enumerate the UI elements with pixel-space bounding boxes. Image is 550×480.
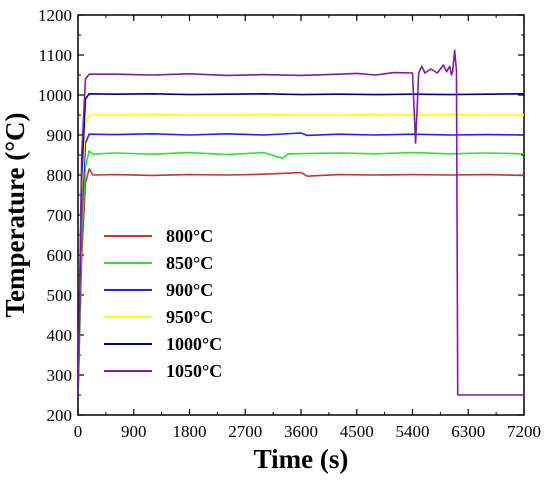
legend-label: 1000°C: [166, 334, 222, 354]
y-tick-label: 200: [47, 406, 73, 425]
series-line-1: [78, 168, 524, 396]
x-tick-label: 2700: [228, 422, 262, 441]
y-axis-title: Temperature (°C): [0, 112, 30, 317]
x-tick-label: 5400: [396, 422, 430, 441]
y-tick-label: 400: [47, 326, 73, 345]
legend-label: 950°C: [166, 307, 213, 327]
series-line-4: [78, 113, 524, 396]
legend-label: 1050°C: [166, 361, 222, 381]
x-axis-ticks: 0 900 1800 2700 3600 4500 5400 6300 7200: [74, 15, 541, 441]
x-axis-title: Time (s): [254, 444, 349, 474]
y-tick-label: 900: [47, 126, 73, 145]
series-line-2: [78, 150, 524, 396]
y-tick-label: 700: [47, 206, 73, 225]
legend-label: 850°C: [166, 253, 213, 273]
legend: 800°C 850°C 900°C 950°C 1000°C 1050°C: [104, 226, 222, 381]
series-line-5: [78, 93, 524, 396]
x-tick-label: 1800: [173, 422, 207, 441]
y-tick-label: 1000: [38, 86, 72, 105]
y-tick-label: 1200: [38, 6, 72, 25]
x-tick-label: 4500: [340, 422, 374, 441]
y-axis-ticks: 200 300 400 500 600 700 800 900 1000 1100 1200: [38, 6, 524, 425]
series-lines: [78, 49, 524, 396]
series-line-3: [78, 132, 524, 396]
y-tick-label: 1100: [39, 46, 72, 65]
x-tick-label: 6300: [451, 422, 485, 441]
x-tick-label: 900: [121, 422, 147, 441]
legend-label: 800°C: [166, 226, 213, 246]
x-tick-label: 3600: [284, 422, 318, 441]
y-tick-label: 500: [47, 286, 73, 305]
x-tick-label: 7200: [507, 422, 541, 441]
y-tick-label: 300: [47, 366, 73, 385]
series-line-6: [78, 49, 524, 396]
legend-label: 900°C: [166, 280, 213, 300]
x-tick-label: 0: [74, 422, 83, 441]
y-tick-label: 800: [47, 166, 73, 185]
y-tick-label: 600: [47, 246, 73, 265]
